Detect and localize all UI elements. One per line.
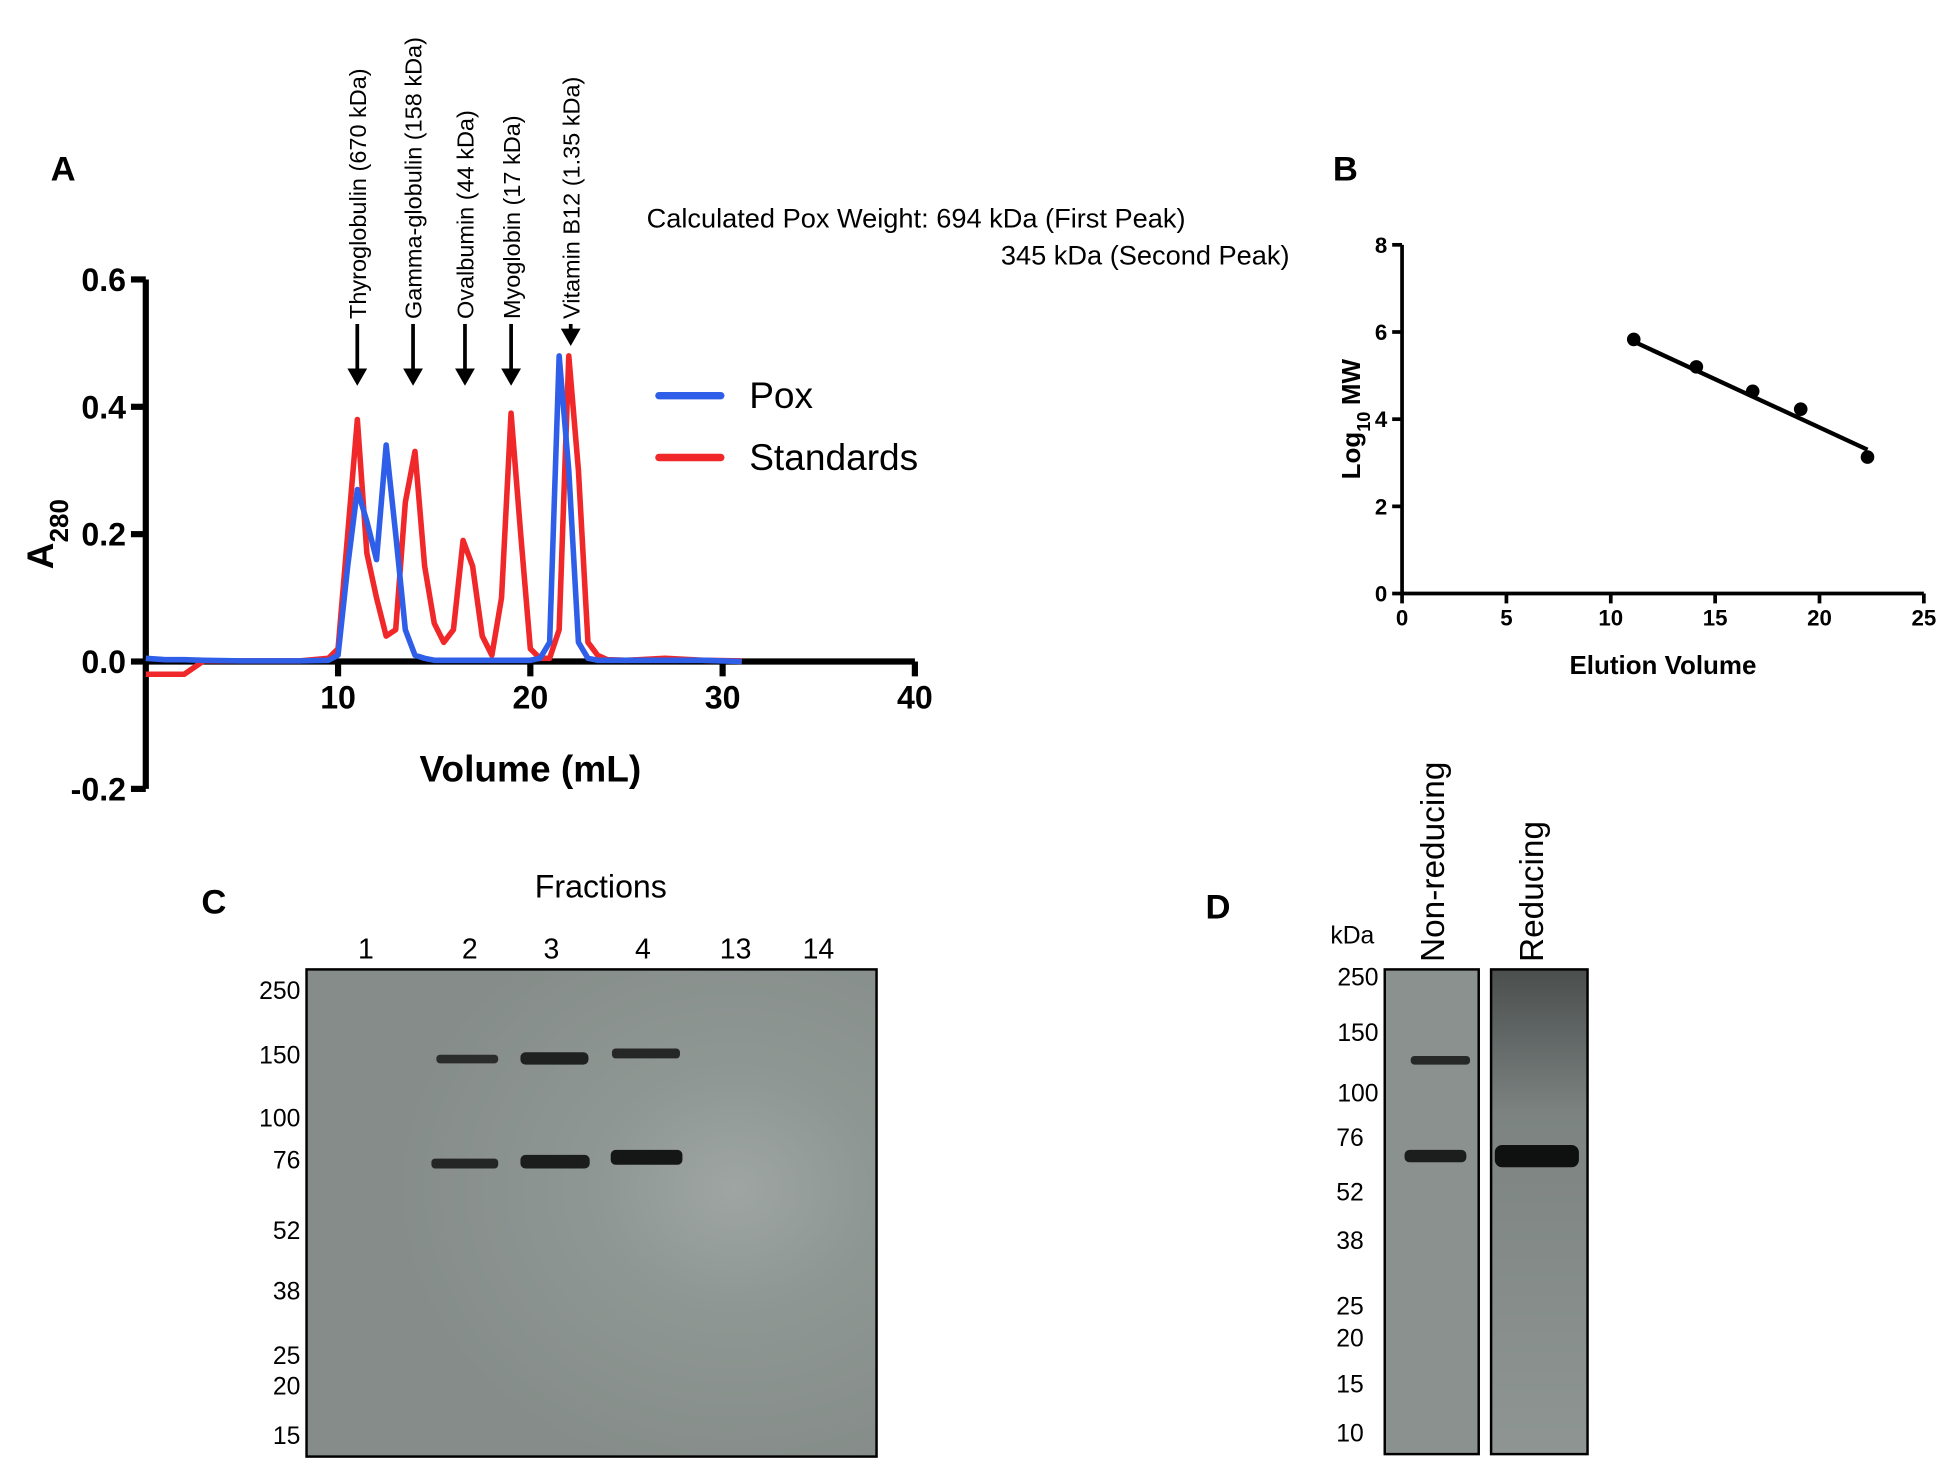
legend-label: Standards <box>749 436 918 478</box>
band <box>431 1158 499 1169</box>
legend-label: Pox <box>749 374 813 416</box>
marker-label: 76 <box>273 1147 300 1174</box>
marker-label: 38 <box>1336 1228 1364 1255</box>
panel-letter: B <box>1333 151 1358 189</box>
lane-label: 2 <box>462 933 478 965</box>
annotation-arrowhead <box>403 368 423 386</box>
series-line <box>145 353 742 678</box>
band <box>520 1052 589 1065</box>
y-axis-label-part: 280 <box>44 499 74 542</box>
x-tick-label: 20 <box>512 680 548 716</box>
unit-label: kDa <box>1330 922 1374 949</box>
data-point <box>1793 402 1808 416</box>
data-point <box>1689 360 1704 374</box>
y-axis-label-part: MW <box>1336 358 1366 405</box>
annotation: Vitamin B12 (1.35 kDa) <box>558 77 584 319</box>
y-axis-label-part: Log <box>1336 432 1366 480</box>
x-tick-label: 0 <box>1396 606 1408 631</box>
y-tick-label: 0 <box>1375 582 1387 607</box>
marker-label: 20 <box>273 1374 300 1401</box>
annotation: Gamma-globulin (158 kDa) <box>401 37 427 319</box>
y-axis-label: Log10 MW <box>1336 358 1374 479</box>
marker-label: 250 <box>1337 964 1378 991</box>
annotation-arrowhead <box>501 368 522 386</box>
x-axis-label: Elution Volume <box>1569 650 1756 680</box>
gel-image <box>1489 968 1589 1456</box>
band <box>1404 1149 1467 1163</box>
lane-label: 14 <box>803 933 835 965</box>
marker-label: 76 <box>1336 1125 1364 1152</box>
note: 345 kDa (Second Peak) <box>1001 240 1290 271</box>
band <box>1410 1055 1471 1065</box>
marker-label: 52 <box>1336 1180 1364 1207</box>
x-tick-label: 40 <box>897 680 933 716</box>
marker-label: 38 <box>273 1279 300 1306</box>
y-tick-label: 8 <box>1375 233 1387 258</box>
annotation-arrowhead <box>455 368 475 386</box>
panel-letter: D <box>1205 889 1230 927</box>
marker-label: 10 <box>1336 1421 1364 1448</box>
marker-label: 15 <box>1336 1371 1364 1398</box>
x-tick-label: 30 <box>705 680 741 716</box>
annotation: Ovalbumin (44 kDa) <box>453 110 479 319</box>
band <box>1494 1144 1579 1168</box>
marker-label: 25 <box>273 1343 300 1370</box>
band <box>611 1048 680 1059</box>
y-tick-label: 0.4 <box>81 389 126 425</box>
annotation: Thyroglobulin (670 kDa) <box>345 68 371 319</box>
annotation-arrowhead <box>560 328 581 346</box>
y-tick-label: 0.0 <box>81 644 126 680</box>
band <box>436 1054 499 1064</box>
data-point <box>1860 450 1875 464</box>
y-axis-label-part: 10 <box>1354 412 1374 432</box>
annotation-arrowhead <box>347 368 368 386</box>
marker-label: 25 <box>1336 1293 1364 1320</box>
x-tick-label: 5 <box>1500 606 1512 631</box>
x-tick-label: 20 <box>1807 606 1832 631</box>
lane-label: 4 <box>635 933 651 965</box>
y-tick-label: -0.2 <box>71 771 126 807</box>
marker-label: 250 <box>259 978 300 1005</box>
lane-label: Non-reducing <box>1415 762 1452 962</box>
series-line <box>145 353 742 665</box>
annotation: Myoglobin (17 kDa) <box>499 115 525 319</box>
y-tick-label: 6 <box>1375 320 1387 345</box>
marker-label: 150 <box>259 1042 300 1069</box>
note: Calculated Pox Weight: 694 kDa (First Pe… <box>647 203 1186 234</box>
band <box>520 1154 590 1169</box>
y-tick-label: 2 <box>1375 494 1387 519</box>
y-tick-label: 0.2 <box>81 517 126 553</box>
marker-label: 15 <box>273 1423 300 1450</box>
gel-title: Fractions <box>535 869 667 905</box>
y-tick-label: 4 <box>1375 407 1388 432</box>
panel-letter: C <box>201 884 226 922</box>
x-tick-label: 10 <box>1598 606 1623 631</box>
marker-label: 100 <box>1337 1081 1378 1108</box>
lane-label: 3 <box>543 933 559 965</box>
marker-label: 150 <box>1337 1020 1378 1047</box>
lane-label: 13 <box>720 933 752 965</box>
marker-label: 100 <box>259 1105 300 1132</box>
marker-label: 20 <box>1336 1326 1364 1353</box>
panel-letter: A <box>51 151 76 189</box>
x-tick-label: 25 <box>1911 606 1936 631</box>
marker-label: 52 <box>273 1218 300 1245</box>
y-axis-label-part: A <box>19 542 61 569</box>
y-tick-label: 0.6 <box>81 262 126 298</box>
data-point <box>1745 384 1760 399</box>
gel-c: C Fractions 1 2 3 4 13 14 250 150 100 76… <box>201 869 878 1458</box>
x-tick-label: 10 <box>320 680 356 716</box>
x-axis-label: Volume (mL) <box>419 747 641 789</box>
y-axis-label: A280 <box>19 499 74 569</box>
lane-label: Reducing <box>1514 821 1551 962</box>
lane-label: 1 <box>358 933 374 965</box>
band <box>610 1149 683 1165</box>
gel-d: D kDa Non-reducing Reducing 250 150 100 … <box>1205 762 1589 1456</box>
x-tick-label: 15 <box>1703 606 1728 631</box>
data-point <box>1626 332 1641 347</box>
gel-image <box>305 968 878 1458</box>
gel-image <box>1383 968 1480 1456</box>
